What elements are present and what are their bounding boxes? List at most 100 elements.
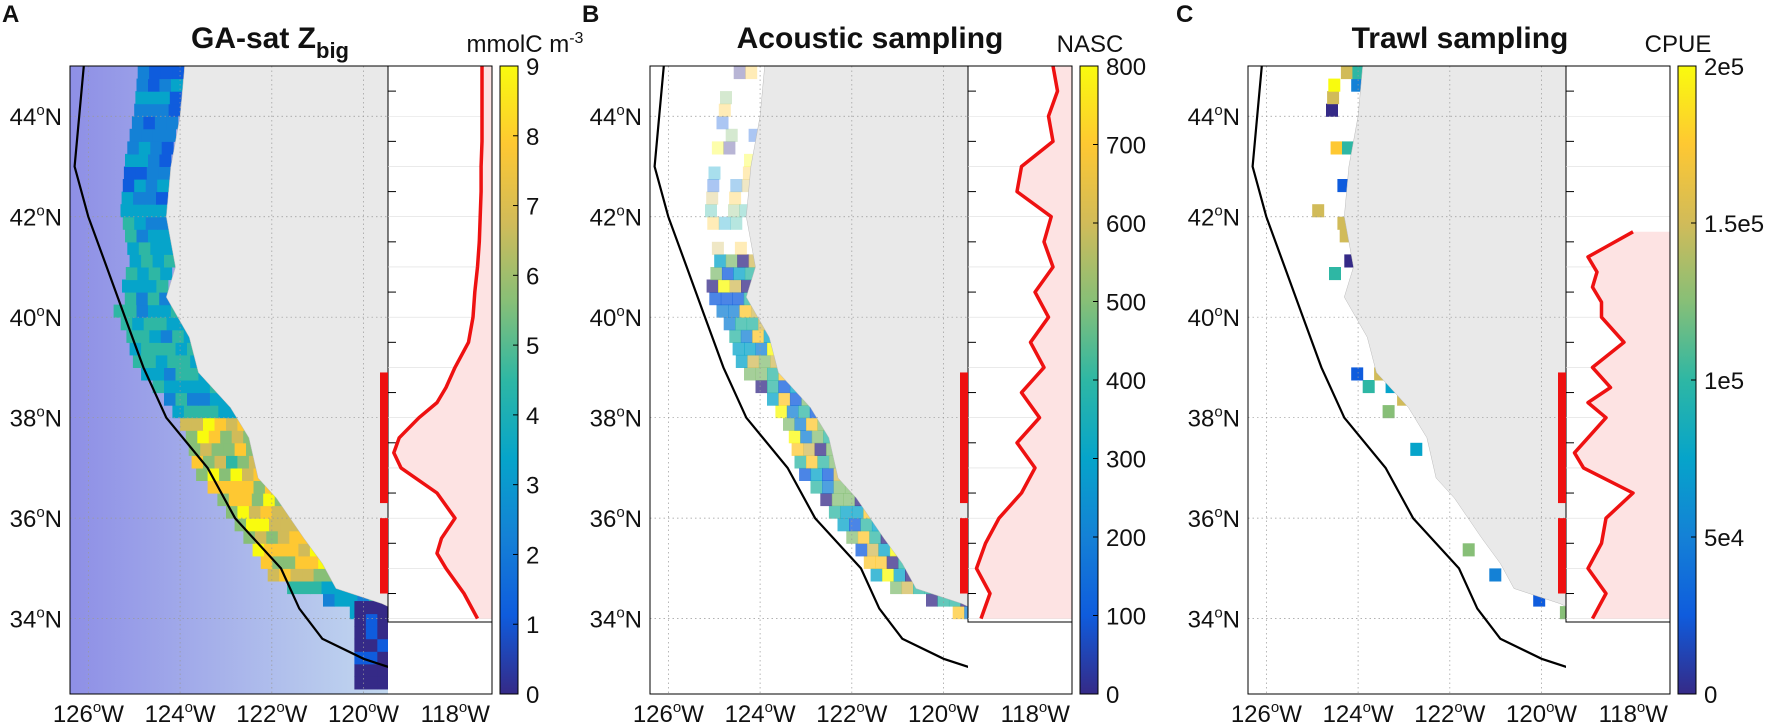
data-cell <box>1017 644 1029 657</box>
lon-tick-label: 126oW <box>633 699 704 728</box>
data-cell <box>831 493 844 507</box>
data-cell <box>1340 66 1353 80</box>
data-cell <box>718 103 731 117</box>
data-cell <box>794 455 807 469</box>
data-cell <box>744 367 756 381</box>
data-cell <box>435 676 447 689</box>
data-cell <box>413 631 425 644</box>
lat-tick-label: 36oN <box>10 504 62 533</box>
data-cell <box>786 405 799 419</box>
data-cell <box>132 317 145 331</box>
data-cell <box>377 638 388 652</box>
data-cell <box>778 392 791 406</box>
lat-tick-label: 44oN <box>10 102 62 131</box>
colorbar <box>499 65 519 695</box>
data-cell <box>426 656 438 669</box>
lon-tick-label: 122oW <box>816 699 887 728</box>
lon-tick-label: 118oW <box>421 699 491 728</box>
data-cell <box>400 676 412 689</box>
data-cell <box>390 631 402 644</box>
data-cell <box>131 116 144 130</box>
data-cell <box>148 267 161 281</box>
gridlines <box>650 66 968 694</box>
data-cell <box>365 613 378 627</box>
data-cell <box>437 644 449 657</box>
data-cell <box>206 405 219 419</box>
data-cell <box>729 191 742 205</box>
data-cell <box>266 530 279 544</box>
data-cell <box>289 530 302 544</box>
data-cell <box>149 66 162 80</box>
data-cell <box>728 204 740 218</box>
lat-tick-label: 36oN <box>1188 504 1240 533</box>
data-cell <box>803 442 816 456</box>
panel-letter: B <box>582 1 599 28</box>
data-cell <box>878 543 891 557</box>
data-cell <box>248 505 261 519</box>
profile-area <box>393 66 492 619</box>
data-cell <box>794 417 807 431</box>
data-cell <box>435 664 447 677</box>
data-cell <box>1017 656 1029 669</box>
data-cell <box>460 644 472 657</box>
data-cell <box>1028 644 1040 657</box>
data-cell <box>389 676 401 689</box>
colorbar-tick-label: 8 <box>526 124 539 151</box>
data-cell <box>1328 78 1341 92</box>
data-cell <box>147 292 160 306</box>
data-cell <box>1330 141 1343 155</box>
data-cell <box>734 241 747 255</box>
colorbar-tick-label: 1 <box>526 612 539 639</box>
data-cell <box>744 342 756 356</box>
data-cell <box>234 442 247 456</box>
data-cell <box>458 664 470 677</box>
data-cell <box>964 606 968 620</box>
data-cell <box>226 417 238 431</box>
panel-a: 44oN 42oN 40oN 38oN 36oN 34oN 126oW 124oW 122oW 1… <box>2 1 584 728</box>
data-cell <box>257 518 270 532</box>
region-bar-south <box>1558 518 1566 594</box>
data-cell <box>310 581 323 595</box>
data-cell <box>127 141 140 155</box>
colorbar-unit: CPUE <box>1645 31 1712 58</box>
data-cell <box>729 279 742 293</box>
data-cell <box>775 405 788 419</box>
data-cell <box>159 153 172 167</box>
data-cell <box>791 442 804 456</box>
data-cell <box>725 128 738 142</box>
data-cell <box>778 380 791 394</box>
data-cell <box>334 593 347 607</box>
data-cell <box>175 342 188 356</box>
data-cell <box>164 392 176 406</box>
lon-tick-label: 126oW <box>1231 699 1302 728</box>
data-cell <box>159 304 172 318</box>
data-cell <box>143 317 156 331</box>
data-cell <box>926 593 938 607</box>
data-cell <box>135 166 148 180</box>
data-cell <box>800 430 813 444</box>
data-cell <box>136 153 149 167</box>
data-cell <box>735 317 748 331</box>
data-cell <box>389 664 401 677</box>
data-cell <box>426 644 438 657</box>
lon-tick-label: 120oW <box>908 699 979 728</box>
data-cell <box>952 606 965 620</box>
data-cell <box>446 664 458 677</box>
data-cell <box>1006 644 1018 657</box>
data-cell <box>1559 606 1566 620</box>
data-cell <box>158 91 171 105</box>
data-cell <box>729 329 742 343</box>
data-cell <box>423 664 435 677</box>
data-cell <box>810 480 823 494</box>
data-cell <box>720 91 732 105</box>
data-cell <box>287 543 299 557</box>
data-cell <box>458 676 470 689</box>
profile-area <box>1574 231 1670 619</box>
data-cell <box>161 141 174 155</box>
data-cell <box>860 518 873 532</box>
colorbar-tick-label: 5 <box>526 333 539 360</box>
data-cell <box>218 405 231 419</box>
data-cell <box>298 581 311 595</box>
data-cell <box>145 179 158 193</box>
data-cell <box>365 663 378 677</box>
